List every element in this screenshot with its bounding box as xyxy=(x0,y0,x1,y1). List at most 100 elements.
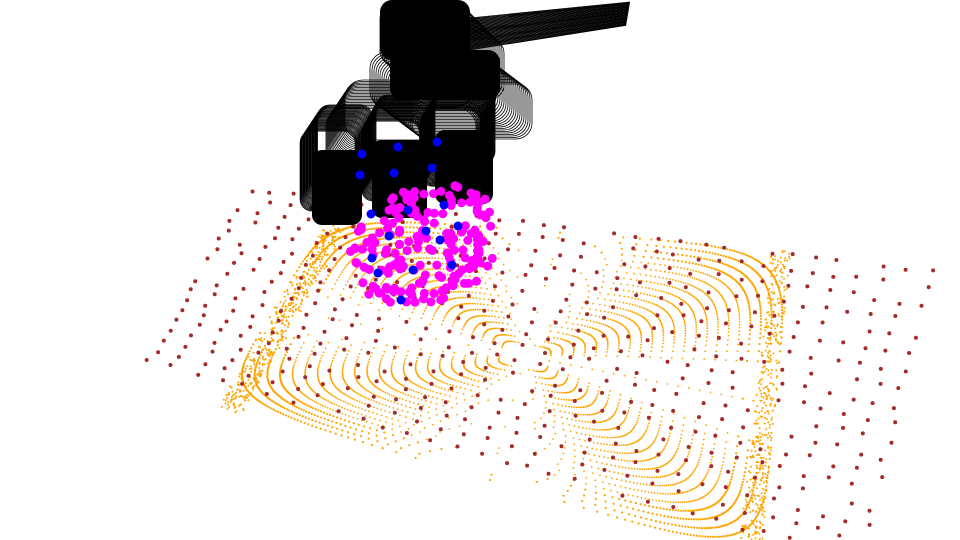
surface-point xyxy=(671,420,674,422)
surface-point xyxy=(421,386,424,389)
surface-point xyxy=(559,391,561,394)
surface-point xyxy=(778,361,781,364)
surface-point xyxy=(284,399,287,402)
surface-point xyxy=(692,311,695,314)
surface-wall-point xyxy=(245,394,247,397)
surface-point xyxy=(298,350,301,353)
surface-point xyxy=(510,329,513,331)
surface-point xyxy=(469,302,472,305)
surface-point xyxy=(653,467,656,470)
surface-point xyxy=(694,316,696,319)
surface-point xyxy=(568,405,570,408)
surface-point xyxy=(347,262,350,265)
surface-point xyxy=(693,428,695,431)
grid-point xyxy=(185,298,190,303)
surface-point xyxy=(565,333,568,336)
surface-point xyxy=(633,467,636,470)
surface-point xyxy=(361,261,364,264)
surface-point xyxy=(595,309,597,311)
grid-point xyxy=(310,253,315,258)
surface-point xyxy=(681,274,683,276)
surface-point xyxy=(690,526,693,529)
surface-point xyxy=(477,385,480,388)
surface-point xyxy=(352,291,355,293)
surface-point xyxy=(574,329,577,331)
grid-point xyxy=(224,319,229,324)
surface-point xyxy=(716,318,719,321)
surface-wall-point xyxy=(764,386,767,389)
surface-point xyxy=(327,274,330,277)
surface-point xyxy=(496,373,499,376)
surface-point xyxy=(759,332,762,335)
surface-wall-point xyxy=(761,513,764,516)
surface-point xyxy=(392,358,395,361)
surface-point xyxy=(654,275,657,278)
surface-point xyxy=(675,272,677,275)
surface-point xyxy=(403,285,406,287)
surface-point xyxy=(553,408,556,411)
surface-point xyxy=(452,290,455,293)
surface-point xyxy=(478,391,481,394)
surface-point xyxy=(428,281,430,283)
surface-point xyxy=(700,271,702,274)
surface-point xyxy=(395,296,398,299)
grid-point xyxy=(203,303,208,308)
surface-point xyxy=(662,342,664,345)
grid-point xyxy=(291,191,296,196)
surface-point xyxy=(591,472,594,475)
surface-point xyxy=(488,315,490,317)
surface-point xyxy=(376,440,379,443)
surface-point xyxy=(577,426,580,428)
surface-point xyxy=(405,416,407,419)
surface-point xyxy=(693,277,696,280)
surface-point xyxy=(470,422,473,425)
surface-wall-point xyxy=(235,410,238,412)
surface-point xyxy=(598,303,601,306)
surface-point xyxy=(722,271,725,274)
surface-point xyxy=(631,260,634,263)
grid-point xyxy=(267,190,272,195)
surface-point xyxy=(376,386,378,389)
surface-point xyxy=(663,308,665,311)
surface-point xyxy=(242,363,245,366)
surface-point xyxy=(651,333,654,336)
surface-point xyxy=(432,384,435,387)
surface-point xyxy=(644,490,647,493)
surface-point xyxy=(285,351,288,354)
surface-point xyxy=(640,343,642,346)
surface-point xyxy=(428,257,430,259)
surface-point xyxy=(346,394,348,397)
surface-point xyxy=(355,428,358,431)
surface-point xyxy=(402,286,405,289)
surface-point xyxy=(510,365,513,367)
surface-point xyxy=(495,321,498,324)
surface-point xyxy=(681,260,684,263)
surface-point xyxy=(744,466,747,470)
surface-point xyxy=(580,366,583,369)
surface-point xyxy=(563,339,566,341)
surface-wall-point xyxy=(760,496,763,499)
surface-point xyxy=(703,257,706,260)
surface-point xyxy=(654,520,658,523)
surface-wall-point xyxy=(763,510,766,513)
surface-point xyxy=(703,527,706,530)
surface-point xyxy=(706,330,709,332)
surface-point xyxy=(573,425,576,427)
surface-point xyxy=(716,480,718,483)
surface-point xyxy=(580,272,583,275)
surface-point xyxy=(662,330,665,333)
surface-point xyxy=(543,377,546,380)
surface-point xyxy=(483,303,485,306)
surface-point xyxy=(403,362,406,365)
surface-point xyxy=(669,459,672,462)
surface-point xyxy=(779,350,782,353)
surface-point xyxy=(369,280,372,283)
surface-point xyxy=(746,359,749,363)
surface-point xyxy=(706,333,708,335)
surface-point xyxy=(363,341,366,344)
surface-wall-point xyxy=(286,290,289,293)
surface-point xyxy=(311,263,314,266)
surface-wall-point xyxy=(768,297,771,300)
surface-point xyxy=(346,280,349,283)
surface-point xyxy=(726,307,728,309)
